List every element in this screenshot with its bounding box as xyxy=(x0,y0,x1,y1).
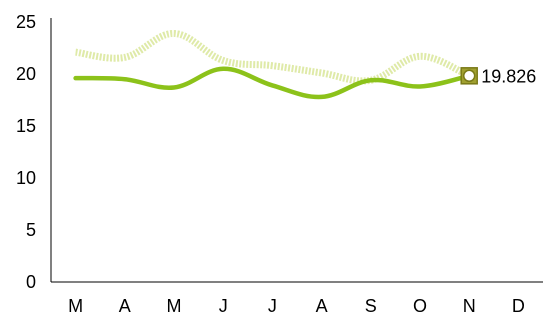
x-tick-label: S xyxy=(365,296,377,316)
highlight-marker-point xyxy=(462,69,476,83)
x-tick-label: M xyxy=(167,296,182,316)
x-tick-label: D xyxy=(512,296,525,316)
series-group xyxy=(73,29,472,100)
highlight-group: 19.826 xyxy=(460,66,536,86)
x-tick-label: J xyxy=(219,296,228,316)
y-tick-label: 25 xyxy=(16,12,36,32)
data-label: 19.826 xyxy=(481,66,536,86)
series-line-1 xyxy=(75,29,471,85)
x-tick-label: A xyxy=(119,296,131,316)
x-tick-label: J xyxy=(268,296,277,316)
y-axis: 0 5 10 15 20 25 xyxy=(16,12,52,292)
x-tick-label: M xyxy=(68,296,83,316)
x-tick-label: N xyxy=(463,296,476,316)
y-tick-label: 5 xyxy=(26,220,36,240)
x-tick-label: O xyxy=(413,296,427,316)
y-tick-label: 20 xyxy=(16,64,36,84)
y-tick-label: 10 xyxy=(16,168,36,188)
x-tick-label: A xyxy=(316,296,328,316)
y-tick-label: 15 xyxy=(16,116,36,136)
series-line-2 xyxy=(73,66,472,100)
y-tick-label: 0 xyxy=(26,272,36,292)
